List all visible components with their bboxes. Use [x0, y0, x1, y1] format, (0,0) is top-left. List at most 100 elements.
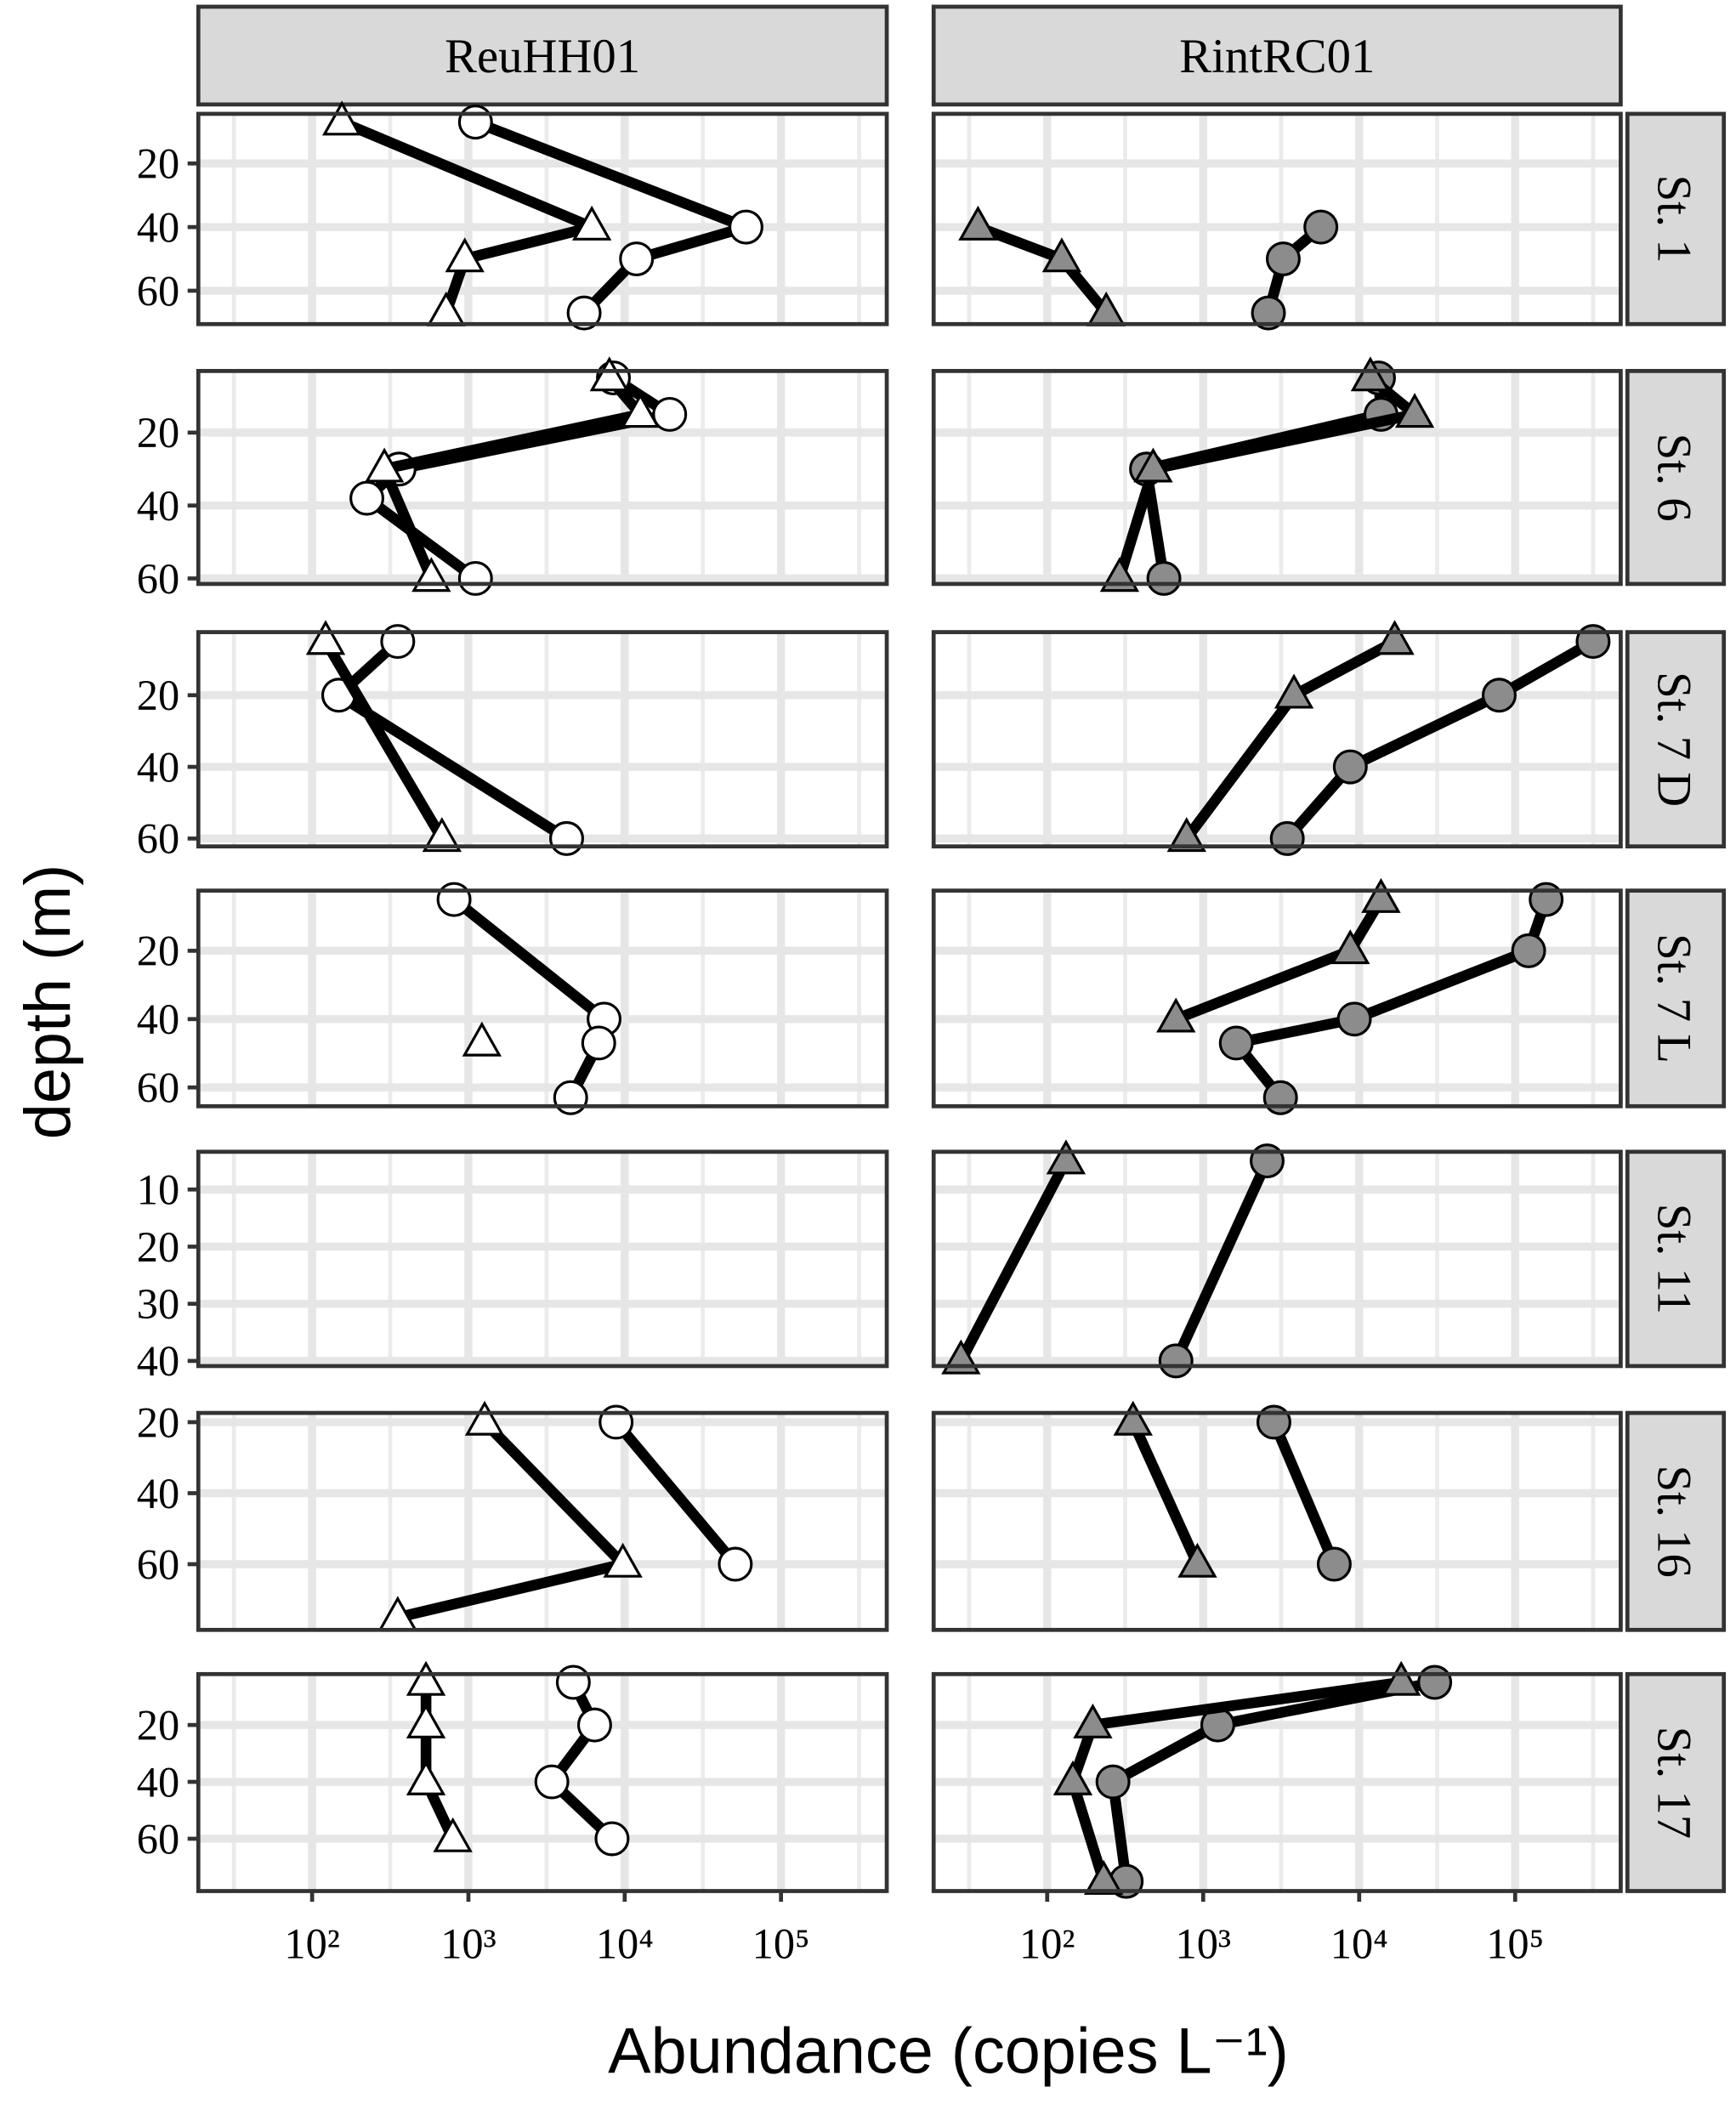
panel-border	[931, 1671, 1623, 1893]
triangle-marker	[1073, 1703, 1113, 1738]
y-tick-label: 60	[137, 1815, 179, 1863]
panel-border	[931, 111, 1623, 326]
triangle-marker	[305, 620, 346, 655]
y-tick-label: 60	[137, 555, 179, 603]
series-line	[956, 1158, 1071, 1364]
strip-label: St. 11	[1648, 1204, 1701, 1314]
panel-border	[196, 369, 889, 587]
triangle-marker	[445, 237, 485, 273]
panel-border	[196, 888, 889, 1109]
circle-marker	[1511, 933, 1546, 968]
triangle-marker	[433, 1817, 473, 1852]
series-line	[1114, 373, 1421, 581]
y-tick-label: 60	[137, 815, 179, 863]
x-axis-title: Abundance (copies L⁻¹)	[608, 2016, 1289, 2088]
circle-marker	[1146, 560, 1182, 596]
triangle-marker	[406, 1760, 446, 1795]
circle-marker	[1251, 295, 1286, 331]
series-line	[1283, 637, 1597, 842]
triangle-marker	[621, 393, 661, 428]
circle-marker	[436, 882, 472, 917]
series-line	[1067, 1676, 1403, 1884]
triangle-marker	[1166, 817, 1206, 853]
panel-border	[196, 1149, 889, 1369]
triangle-marker	[1083, 1859, 1124, 1895]
circle-marker	[457, 560, 493, 596]
triangle-marker	[1361, 877, 1401, 913]
x-tick-label: 10⁵	[752, 1920, 810, 1967]
panel-border	[931, 369, 1623, 587]
strip	[1625, 888, 1727, 1109]
panel-border	[931, 630, 1623, 849]
series-line	[1171, 1158, 1273, 1364]
triangle-marker	[1113, 1400, 1153, 1436]
circle-marker	[549, 820, 584, 856]
series-line	[378, 374, 646, 581]
circle-marker	[599, 1404, 634, 1440]
strip	[196, 4, 889, 107]
circle-marker	[349, 480, 385, 516]
x-tick-label: 10³	[1176, 1920, 1232, 1967]
triangle-marker	[406, 1660, 446, 1696]
y-tick-label: 20	[137, 927, 179, 975]
y-tick-label: 60	[137, 1064, 179, 1112]
circle-marker	[576, 1707, 612, 1743]
circle-marker	[534, 1764, 570, 1800]
circle-marker	[1269, 820, 1305, 856]
strip	[1625, 1149, 1727, 1369]
strip-label: St. 6	[1648, 434, 1701, 522]
x-tick-label: 10²	[1019, 1920, 1075, 1967]
triangle-marker	[603, 1542, 643, 1578]
circle-marker	[652, 396, 688, 432]
triangle-marker	[1052, 1760, 1093, 1795]
y-tick-label: 20	[137, 140, 179, 188]
triangle-marker	[422, 817, 462, 853]
circle-marker	[1265, 241, 1301, 277]
strip-label: St. 1	[1648, 175, 1701, 264]
circle-marker	[1256, 1404, 1291, 1440]
circle-marker	[555, 1664, 591, 1700]
y-tick-label: 40	[137, 1337, 179, 1385]
circle-marker	[619, 241, 655, 277]
circle-marker	[566, 295, 602, 331]
triangle-marker	[464, 1400, 505, 1436]
y-tick-label: 60	[137, 267, 179, 315]
circle-marker	[1095, 1764, 1131, 1800]
triangle-marker	[1381, 1660, 1421, 1696]
y-tick-label: 20	[137, 672, 179, 719]
y-tick-label: 40	[137, 1470, 179, 1517]
circle-marker	[1417, 1664, 1453, 1700]
circle-marker	[457, 105, 493, 140]
triangle-marker	[1350, 356, 1391, 392]
strip-label: St. 17	[1648, 1727, 1701, 1839]
strip	[1625, 1671, 1727, 1893]
panel-border	[196, 630, 889, 849]
circle-marker	[1262, 1080, 1298, 1115]
strip	[1625, 1410, 1727, 1632]
y-tick-label: 10	[137, 1166, 179, 1214]
y-tick-label: 60	[137, 1540, 179, 1588]
series-line	[546, 1680, 616, 1843]
panel-border	[196, 111, 889, 326]
panel-border	[196, 1410, 889, 1632]
strip	[1625, 630, 1727, 849]
circle-marker	[553, 1080, 588, 1115]
series-line	[321, 638, 447, 842]
y-tick-label: 20	[137, 1398, 179, 1446]
x-tick-label: 10⁴	[1330, 1920, 1388, 1967]
y-tick-label: 40	[137, 482, 179, 530]
circle-marker	[1316, 1546, 1352, 1582]
circle-marker	[1336, 1001, 1372, 1037]
y-tick-label: 20	[137, 1223, 179, 1271]
circle-marker	[1218, 1025, 1254, 1061]
triangle-marker	[1041, 237, 1082, 273]
strip-label: RintRC01	[1179, 30, 1375, 83]
triangle-marker	[1394, 393, 1435, 428]
triangle-marker	[462, 1021, 502, 1057]
panel-border	[931, 1410, 1623, 1632]
y-tick-label: 20	[137, 1701, 179, 1749]
triangle-marker	[1156, 997, 1196, 1033]
strip-label: St. 16	[1648, 1466, 1701, 1578]
x-tick-label: 10⁵	[1486, 1920, 1544, 1967]
